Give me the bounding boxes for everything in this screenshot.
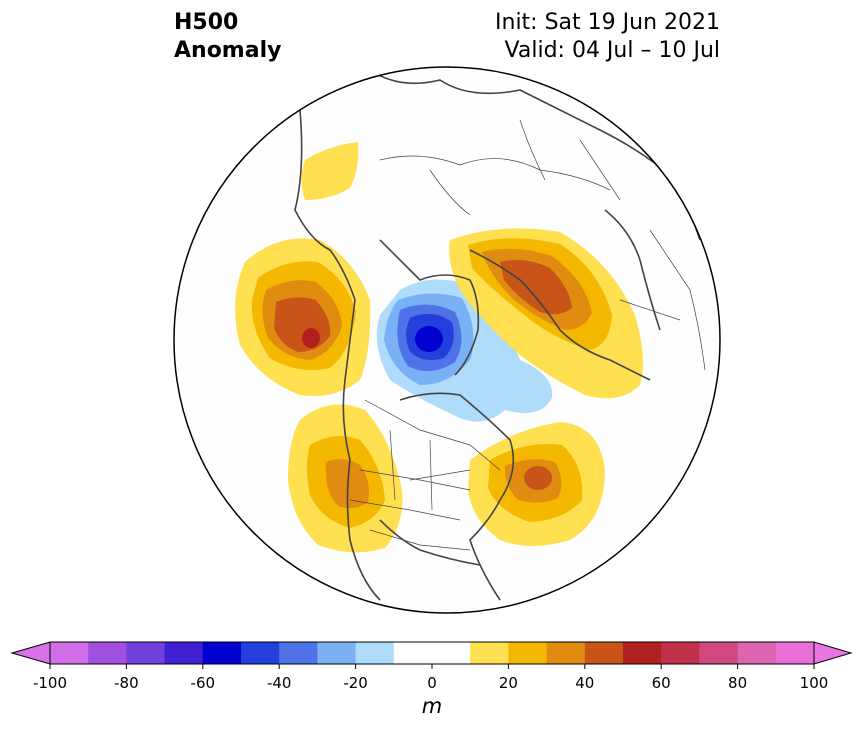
- colorbar-tick-label: 60: [651, 674, 671, 692]
- anomaly-field: [235, 142, 644, 553]
- negative-anomaly-greenland: [376, 279, 553, 422]
- colorbar-tick-label: -40: [266, 674, 292, 692]
- colorbar-swatch: [355, 642, 395, 664]
- title-line1: H500: [174, 10, 239, 35]
- positive-anomaly-west-us: [288, 404, 403, 553]
- colorbar-tick-label: -80: [114, 674, 139, 692]
- colorbar-swatch: [126, 642, 166, 664]
- colorbar-swatch: [737, 642, 777, 664]
- polar-map: [173, 66, 721, 614]
- colorbar-swatch: [279, 642, 318, 664]
- positive-anomaly-ne-canada: [468, 422, 605, 546]
- colorbar-tick-label: -100: [32, 674, 68, 692]
- colorbar-swatch: [546, 642, 586, 664]
- chart-title: H500 Anomaly: [174, 9, 281, 65]
- colorbar-extend-low: [10, 641, 51, 665]
- colorbar-swatch: [661, 642, 700, 664]
- colorbar-swatch: [88, 642, 127, 664]
- country-borders: [349, 119, 706, 551]
- colorbar-swatch: [241, 642, 280, 664]
- colorbar-swatch: [50, 642, 89, 664]
- colorbar-tick-label: 80: [728, 674, 748, 692]
- colorbar-swatch: [470, 642, 509, 664]
- colorbar-swatch: [699, 642, 739, 664]
- colorbar-swatch: [164, 642, 204, 664]
- valid-label: Valid: 04 Jul – 10 Jul: [504, 38, 720, 63]
- positive-anomaly-pacific: [235, 142, 371, 396]
- init-label: Init: Sat 19 Jun 2021: [495, 10, 720, 35]
- colorbar-tick-label: 100: [799, 674, 829, 692]
- colorbar-swatch: [775, 642, 815, 664]
- colorbar-tick-label: 20: [498, 674, 518, 692]
- positive-anomaly-europe: [449, 228, 644, 399]
- colorbar-swatch: [623, 642, 662, 664]
- colorbar: [10, 641, 853, 669]
- colorbar-swatch: [393, 642, 433, 664]
- title-line2: Anomaly: [174, 38, 282, 63]
- colorbar-swatch: [317, 642, 357, 664]
- colorbar-extend-high: [813, 641, 853, 665]
- colorbar-unit: m: [421, 694, 443, 718]
- colorbar-swatch: [584, 642, 624, 664]
- colorbar-tick-label: -20: [343, 674, 368, 692]
- globe-outline: [173, 66, 721, 614]
- colorbar-swatch: [432, 642, 471, 664]
- colorbar-tick-label: 0: [427, 674, 437, 692]
- run-info: Init: Sat 19 Jun 2021 Valid: 04 Jul – 10…: [495, 9, 720, 65]
- colorbar-swatch: [202, 642, 242, 664]
- colorbar-swatch: [508, 642, 548, 664]
- colorbar-tick-label: 40: [575, 674, 595, 692]
- colorbar-tick-label: -60: [190, 674, 216, 692]
